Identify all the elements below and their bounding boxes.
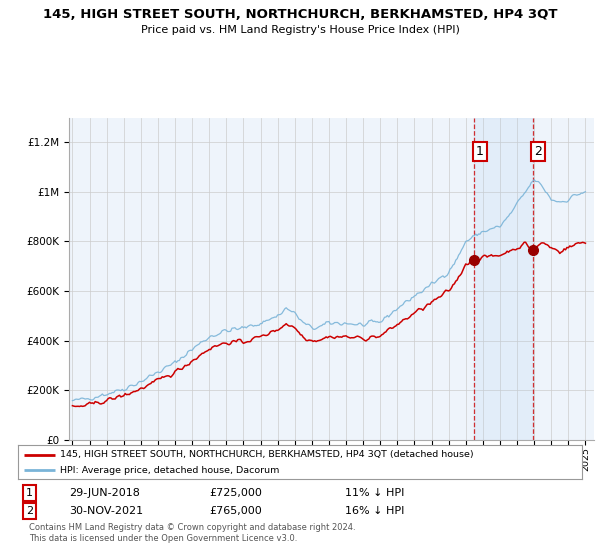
Text: Price paid vs. HM Land Registry's House Price Index (HPI): Price paid vs. HM Land Registry's House …: [140, 25, 460, 35]
Text: 2: 2: [26, 506, 33, 516]
Text: £765,000: £765,000: [210, 506, 263, 516]
Text: 16% ↓ HPI: 16% ↓ HPI: [345, 506, 404, 516]
Text: £725,000: £725,000: [210, 488, 263, 498]
Text: 29-JUN-2018: 29-JUN-2018: [69, 488, 140, 498]
Text: 30-NOV-2021: 30-NOV-2021: [69, 506, 143, 516]
Text: 145, HIGH STREET SOUTH, NORTHCHURCH, BERKHAMSTED, HP4 3QT (detached house): 145, HIGH STREET SOUTH, NORTHCHURCH, BER…: [60, 450, 474, 459]
Text: HPI: Average price, detached house, Dacorum: HPI: Average price, detached house, Daco…: [60, 466, 280, 475]
Text: 1: 1: [476, 144, 484, 158]
Text: 2: 2: [535, 144, 542, 158]
Text: 145, HIGH STREET SOUTH, NORTHCHURCH, BERKHAMSTED, HP4 3QT: 145, HIGH STREET SOUTH, NORTHCHURCH, BER…: [43, 8, 557, 21]
Bar: [474, 118, 533, 440]
Text: Contains HM Land Registry data © Crown copyright and database right 2024.
This d: Contains HM Land Registry data © Crown c…: [29, 524, 356, 543]
Text: 1: 1: [26, 488, 33, 498]
Text: 11% ↓ HPI: 11% ↓ HPI: [345, 488, 404, 498]
